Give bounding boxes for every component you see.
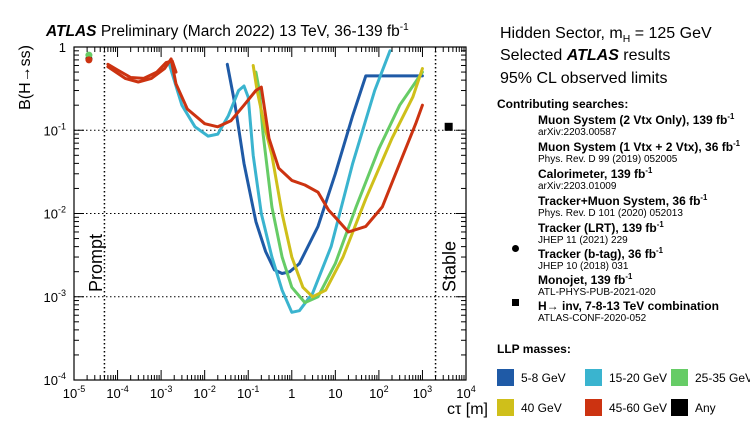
side-title-line2: Selected ATLAS results xyxy=(500,47,671,64)
x-tick-label-2: 10-3 xyxy=(150,384,172,401)
legend-25-35-gev: 25-35 GeV xyxy=(671,369,750,386)
side-title-line1: Hidden Sector, mH = 125 GeV xyxy=(500,25,712,46)
x-tick-label-7: 102 xyxy=(369,384,388,401)
y-tick-label-3: 10-1 xyxy=(44,121,66,138)
swatch-any xyxy=(671,399,688,416)
atlas-header: ATLAS Preliminary (March 2022) 13 TeV, 3… xyxy=(46,22,409,41)
marker-square-3 xyxy=(444,122,453,131)
x-tick-label-1: 10-4 xyxy=(106,384,128,401)
series-line-4 xyxy=(106,57,424,234)
btag-circle-marker-icon xyxy=(512,245,519,252)
y-tick-label-2: 10-2 xyxy=(44,205,66,222)
header-text: Preliminary (March 2022) 13 TeV, 36-139 … xyxy=(100,23,400,41)
marker-circle-1 xyxy=(85,51,93,59)
searches-title: Contributing searches: xyxy=(497,97,629,111)
hinv-square-marker-icon xyxy=(512,299,519,306)
masses-title: LLP masses: xyxy=(497,342,571,356)
y-axis-title: B(H→ss) xyxy=(17,45,34,110)
x-tick-label-4: 10-1 xyxy=(237,384,259,401)
search-monojet: Monojet, 139 fb-1 ATL-PHYS-PUB-2021-020 xyxy=(538,272,656,298)
swatch-40-gev xyxy=(497,399,514,416)
y-tick-label-4: 1 xyxy=(59,40,66,55)
region-label-1: Stable xyxy=(440,241,460,292)
search-tracker-btag: Tracker (b-tag), 36 fb-1 JHEP 10 (2018) 0… xyxy=(538,246,663,272)
legend-15-20-gev: 15-20 GeV xyxy=(585,369,667,386)
x-tick-label-6: 10 xyxy=(328,386,342,401)
search-muon-2vtx: Muon System (2 Vtx Only), 139 fb-1 arXiv:… xyxy=(538,112,735,138)
series-line-5 xyxy=(106,59,178,80)
legend-any: Any xyxy=(671,399,716,416)
search-tracker-lrt: Tracker (LRT), 139 fb-1 JHEP 11 (2021) 22… xyxy=(538,220,664,246)
legend-5-8-gev: 5-8 GeV xyxy=(497,369,566,386)
y-tick-label-1: 10-3 xyxy=(44,288,66,305)
x-tick-label-3: 10-2 xyxy=(193,384,215,401)
legend-40-gev: 40 GeV xyxy=(497,399,562,416)
series-line-0 xyxy=(225,62,424,275)
swatch-15-20-gev xyxy=(585,369,602,386)
search-calorimeter: Calorimeter, 139 fb-1 arXiv:2203.01009 xyxy=(538,166,653,192)
region-label-0: Prompt xyxy=(86,234,106,292)
x-tick-label-9: 104 xyxy=(456,384,475,401)
atlas-label: ATLAS xyxy=(46,23,97,41)
series-line-3 xyxy=(251,64,424,299)
search-muon-1vtx: Muon System (1 Vtx + 2 Vtx), 36 fb-1 Phys… xyxy=(538,139,740,165)
legend-45-60-gev: 45-60 GeV xyxy=(585,399,667,416)
swatch-5-8-gev xyxy=(497,369,514,386)
search-tracker-muon: Tracker+Muon System, 36 fb-1 Phys. Rev. D… xyxy=(538,193,708,219)
search-h-inv: H→ inv, 7-8-13 TeV combination ATLAS-CONF… xyxy=(538,299,719,324)
marker-circle-2 xyxy=(85,56,93,64)
swatch-45-60-gev xyxy=(585,399,602,416)
series-line-1 xyxy=(167,49,392,314)
x-tick-label-0: 10-5 xyxy=(63,384,85,401)
y-tick-label-0: 10-4 xyxy=(44,371,66,388)
side-title-line3: 95% CL observed limits xyxy=(500,70,668,87)
swatch-25-35-gev xyxy=(671,369,688,386)
x-tick-label-8: 103 xyxy=(413,384,432,401)
x-tick-label-5: 1 xyxy=(288,386,295,401)
series-line-2 xyxy=(254,70,424,305)
header-sup: -1 xyxy=(399,22,409,33)
x-axis-title: cτ [m] xyxy=(447,401,488,418)
